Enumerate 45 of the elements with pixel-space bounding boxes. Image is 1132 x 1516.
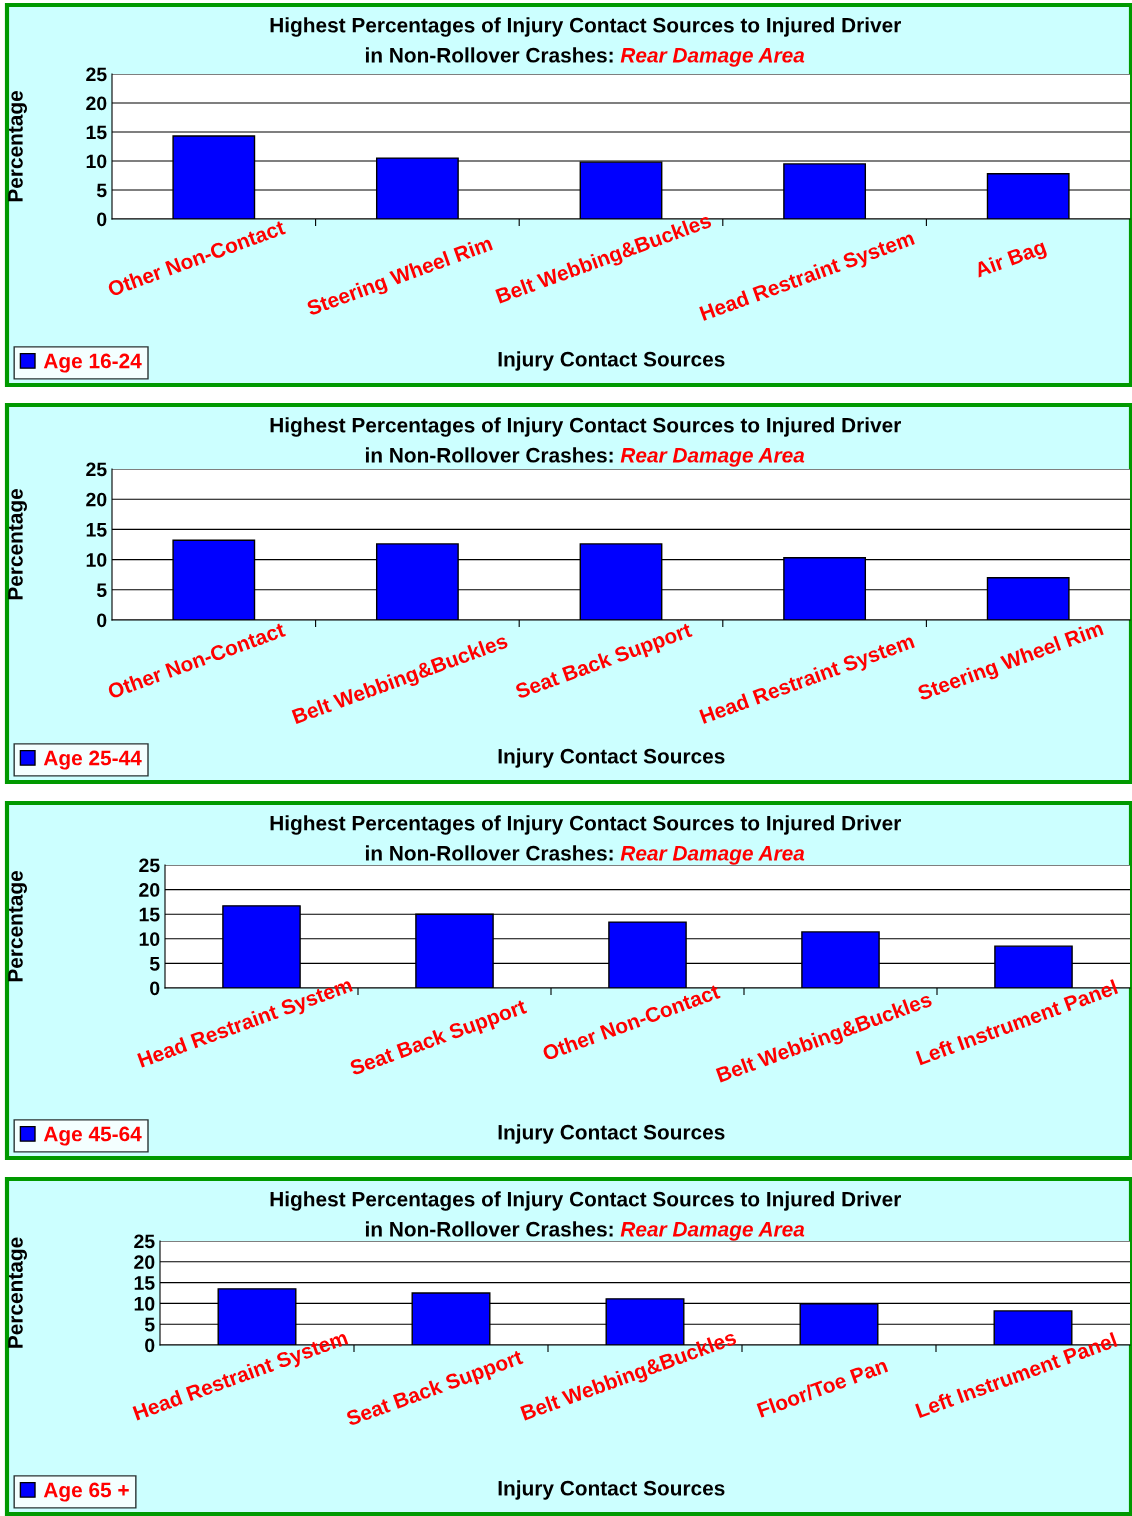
x-axis-title: Injury Contact Sources	[498, 1124, 725, 1144]
y-tick-label: 5	[149, 957, 160, 971]
y-axis-title: Percentage	[8, 489, 27, 600]
y-tick-label: 10	[134, 1296, 155, 1311]
chart-title: Highest Percentages of Injury Contact Sources to Injured Driver	[270, 815, 901, 835]
legend-label: Age 65 +	[43, 1482, 129, 1502]
y-tick-label: 25	[86, 462, 107, 477]
y-tick-label: 25	[86, 67, 107, 82]
y-tick-label: 20	[139, 883, 160, 897]
chart-title: Highest Percentages of Injury Contact Sources to Injured Driver	[270, 1191, 901, 1211]
y-tick-label: 20	[86, 96, 107, 111]
y-tick-label: 15	[134, 1276, 155, 1290]
y-tick-label: 20	[134, 1255, 155, 1270]
y-tick-label: 25	[134, 1234, 155, 1249]
chart-subtitle: in Non-Rollover Crashes: Rear Damage Area	[365, 845, 805, 865]
x-axis-title: Injury Contact Sources	[498, 748, 725, 768]
y-axis-title: Percentage	[8, 1237, 27, 1348]
legend-label: Age 16-24	[43, 353, 142, 373]
y-tick-label: 5	[144, 1317, 155, 1332]
chart-subtitle: in Non-Rollover Crashes: Rear Damage Area	[365, 1221, 805, 1241]
y-tick-label: 10	[86, 154, 107, 169]
y-tick-label: 0	[150, 981, 160, 996]
y-tick-label: 5	[96, 583, 107, 598]
chart-title: Highest Percentages of Injury Contact Sources to Injured Driver	[270, 17, 901, 37]
x-axis-title: Injury Contact Sources	[498, 1480, 725, 1500]
legend-label: Age 45-64	[43, 1126, 142, 1146]
chart-title: Highest Percentages of Injury Contact Sources to Injured Driver	[270, 417, 901, 437]
x-axis-title: Injury Contact Sources	[498, 351, 725, 371]
y-tick-label: 15	[86, 523, 107, 537]
y-tick-label: 15	[139, 907, 160, 922]
chart-subtitle: in Non-Rollover Crashes: Rear Damage Area	[365, 47, 805, 67]
y-tick-label: 0	[97, 212, 107, 227]
y-tick-label: 15	[86, 125, 107, 140]
y-tick-label: 0	[97, 613, 107, 628]
y-tick-label: 5	[96, 183, 107, 198]
x-tick-label: Air Bag	[973, 238, 1049, 282]
y-axis-title: Percentage	[8, 871, 27, 982]
y-tick-label: 10	[86, 553, 107, 567]
chart-subtitle: in Non-Rollover Crashes: Rear Damage Area	[365, 447, 805, 467]
legend-label: Age 25-44	[43, 750, 142, 770]
y-tick-label: 0	[145, 1338, 155, 1353]
y-axis-title: Percentage	[8, 91, 27, 202]
y-tick-label: 10	[139, 932, 160, 947]
y-tick-label: 20	[86, 492, 107, 507]
y-tick-label: 25	[139, 858, 160, 873]
